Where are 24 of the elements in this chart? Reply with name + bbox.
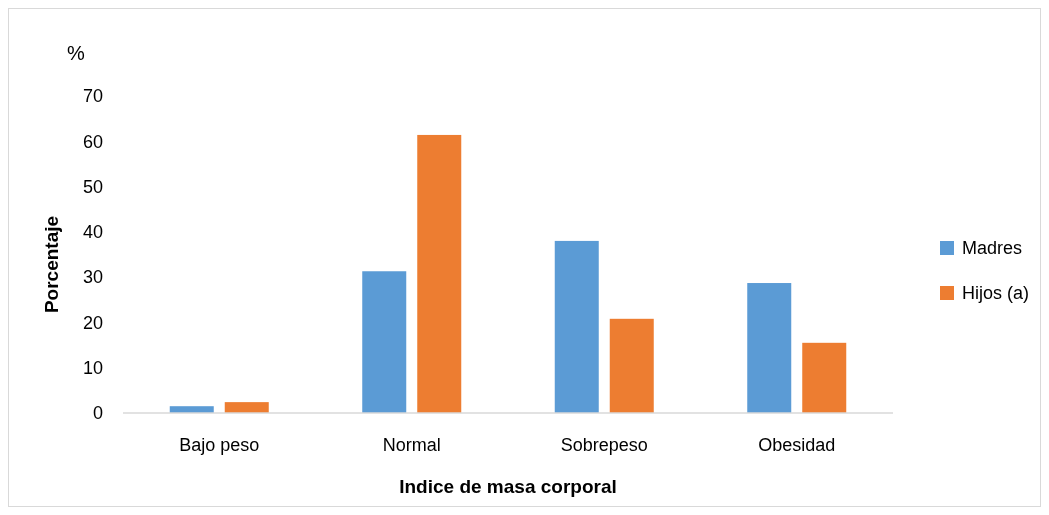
y-tick-label: 20 [82,312,103,333]
bar [802,342,847,413]
y-tick-label: 60 [82,131,103,152]
legend-label: Madres [962,238,1023,259]
y-tick-label: 70 [82,86,103,107]
legend-label: Hijos (a) [962,283,1030,304]
bar [224,402,269,413]
bar [362,271,407,413]
bar [609,318,654,413]
y-tick-label: 50 [82,176,103,197]
y-tick-label: 0 [92,403,103,424]
text: % [67,42,86,64]
x-axis-title: Indice de masa corporal [399,476,617,497]
x-tick-label: Sobrepeso [560,435,648,455]
y-tick-label: 10 [82,358,103,379]
x-tick-label: Obesidad [758,435,836,455]
y-axis-title: Porcentaje [41,215,62,314]
x-tick-label: Bajo peso [179,435,260,455]
x-tick-label: Normal [382,435,441,455]
y-tick-label: 40 [82,222,103,243]
bar [747,283,792,413]
bar [554,240,599,413]
y-tick-label: 30 [82,267,103,288]
bar [417,134,462,413]
